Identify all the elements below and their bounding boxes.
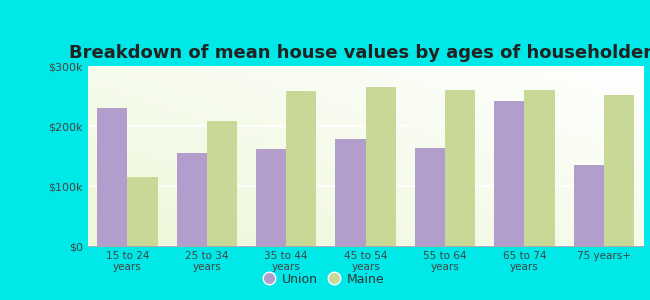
Bar: [365, 87, 396, 246]
Bar: [525, 90, 554, 246]
Bar: [127, 177, 157, 246]
Bar: [207, 121, 237, 246]
Bar: [256, 149, 286, 246]
Title: Breakdown of mean house values by ages of householders: Breakdown of mean house values by ages o…: [69, 44, 650, 62]
Bar: [98, 108, 127, 246]
Bar: [415, 148, 445, 246]
Bar: [445, 90, 475, 246]
Bar: [335, 139, 365, 246]
Bar: [574, 165, 604, 246]
Bar: [604, 95, 634, 246]
Bar: [177, 153, 207, 246]
Legend: Union, Maine: Union, Maine: [261, 268, 389, 291]
Bar: [494, 101, 525, 246]
Bar: [286, 91, 317, 246]
